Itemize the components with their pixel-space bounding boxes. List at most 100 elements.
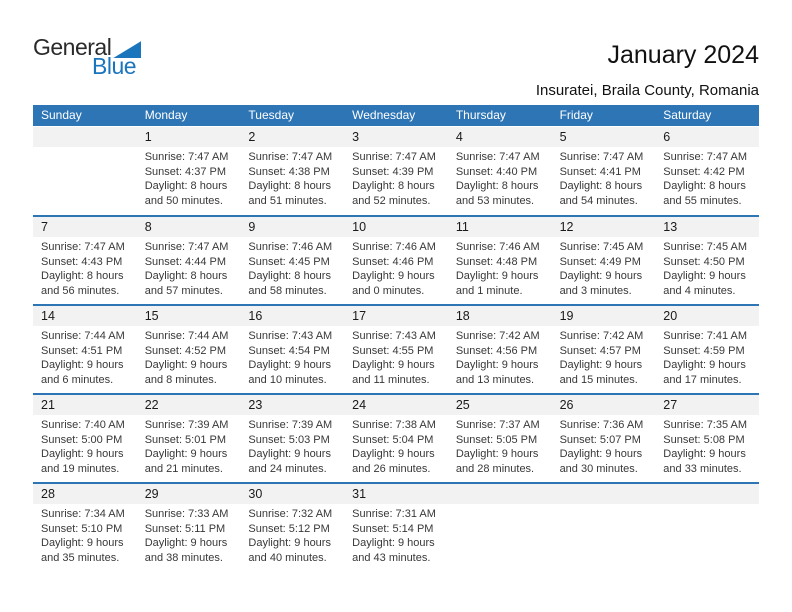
daylight-text: Daylight: 9 hours and 3 minutes. [559,270,643,297]
sunset-text: Sunset: 4:54 PM [248,344,330,357]
sunset-text: Sunset: 5:12 PM [248,522,330,535]
sunrise-text: Sunrise: 7:41 AM [663,330,748,342]
day-cell: Sunrise: 7:44 AM Sunset: 4:52 PM Daylight:… [137,326,241,387]
day-number: 18 [455,309,470,323]
day-number: 28 [41,487,55,501]
day-number: 6 [663,130,671,144]
sunset-text: Sunset: 4:49 PM [559,255,641,268]
week-details-row: Sunrise: 7:47 AM Sunset: 4:37 PM Daylight:… [33,147,759,208]
weekday-header-cell: Sunday [41,108,82,122]
day-number: 21 [41,398,55,412]
sunset-text: Sunset: 4:42 PM [663,165,745,178]
daylight-text: Daylight: 9 hours and 21 minutes. [144,448,228,475]
day-cell: Sunrise: 7:41 AM Sunset: 4:59 PM Daylight:… [655,326,759,387]
sunset-text: Sunset: 4:43 PM [41,255,123,268]
day-cell: Sunrise: 7:46 AM Sunset: 4:48 PM Daylight:… [448,237,552,298]
sunset-text: Sunset: 4:39 PM [352,165,434,178]
daylight-text: Daylight: 8 hours and 57 minutes. [144,270,228,297]
sunset-text: Sunset: 4:41 PM [559,165,641,178]
logo-blue-text: Blue [92,53,137,79]
day-cell: Sunrise: 7:42 AM Sunset: 4:57 PM Daylight:… [552,326,656,387]
day-number [448,484,552,504]
sunrise-text: Sunrise: 7:45 AM [559,241,644,253]
week-details-row: Sunrise: 7:44 AM Sunset: 4:51 PM Daylight:… [33,326,759,387]
daylight-text: Daylight: 9 hours and 13 minutes. [455,359,539,386]
day-number-band: 1 2 3 4 5 6 [33,127,759,147]
day-number: 23 [248,398,263,412]
sunset-text: Sunset: 4:50 PM [663,255,745,268]
day-cell: Sunrise: 7:43 AM Sunset: 4:55 PM Daylight:… [344,326,448,387]
day-number: 13 [663,220,678,234]
sunrise-text: Sunrise: 7:47 AM [144,241,229,253]
sunset-text: Sunset: 4:56 PM [455,344,538,357]
daylight-text: Daylight: 8 hours and 55 minutes. [663,180,746,207]
daylight-text: Daylight: 8 hours and 58 minutes. [248,270,331,297]
day-cell: Sunrise: 7:46 AM Sunset: 4:45 PM Daylight:… [240,237,344,298]
sunset-text: Sunset: 5:07 PM [559,433,641,446]
sunrise-text: Sunrise: 7:42 AM [559,330,644,342]
daylight-text: Daylight: 9 hours and 33 minutes. [663,448,746,475]
day-number: 20 [663,309,678,323]
day-number: 10 [352,220,367,234]
daylight-text: Daylight: 9 hours and 10 minutes. [248,359,331,386]
day-number: 22 [144,398,159,412]
day-cell: Sunrise: 7:40 AM Sunset: 5:00 PM Daylight:… [33,415,137,476]
logo: General Blue [33,36,142,79]
day-cell: Sunrise: 7:34 AM Sunset: 5:10 PM Daylight:… [33,504,137,565]
day-number: 3 [352,130,360,144]
sunset-text: Sunset: 5:01 PM [144,433,227,446]
sunset-text: Sunset: 4:44 PM [144,255,227,268]
sunrise-text: Sunrise: 7:44 AM [41,330,125,342]
sunrise-text: Sunrise: 7:39 AM [248,419,333,431]
day-number: 9 [248,220,256,234]
daylight-text: Daylight: 9 hours and 35 minutes. [41,537,124,564]
sunset-text: Sunset: 4:51 PM [41,344,123,357]
day-cell: Sunrise: 7:33 AM Sunset: 5:11 PM Daylight:… [137,504,241,565]
daylight-text: Daylight: 9 hours and 17 minutes. [663,359,746,386]
sunset-text: Sunset: 4:37 PM [144,165,227,178]
day-number-band: 28 29 30 31 [33,484,759,504]
sunrise-text: Sunrise: 7:47 AM [352,151,436,163]
sunset-text: Sunset: 5:00 PM [41,433,123,446]
day-number: 1 [144,130,152,144]
sunset-text: Sunset: 5:05 PM [455,433,538,446]
week-row: 7 8 9 10 11 12 13 Sunrise: 7:47 AM Sunset: 4:43 … [33,215,759,304]
daylight-text: Daylight: 9 hours and 40 minutes. [248,537,331,564]
sunrise-text: Sunrise: 7:43 AM [248,330,333,342]
sunrise-text: Sunrise: 7:40 AM [41,419,125,431]
sunrise-text: Sunrise: 7:44 AM [144,330,229,342]
sunset-text: Sunset: 4:57 PM [559,344,641,357]
daylight-text: Daylight: 9 hours and 38 minutes. [144,537,228,564]
day-number: 5 [559,130,567,144]
title-block: January 2024 Insuratei, Braila County, R… [535,41,759,99]
calendar-table: Sunday Monday Tuesday Wednesday Thursday Frid… [33,105,759,571]
day-cell [448,504,552,565]
daylight-text: Daylight: 9 hours and 11 minutes. [352,359,435,386]
sunset-text: Sunset: 5:08 PM [663,433,745,446]
sunrise-text: Sunrise: 7:46 AM [248,241,333,253]
sunrise-text: Sunrise: 7:43 AM [352,330,436,342]
day-number [655,484,759,504]
sunset-text: Sunset: 4:46 PM [352,255,434,268]
weekday-header-cell: Monday [144,108,188,122]
sunset-text: Sunset: 4:59 PM [663,344,745,357]
sunset-text: Sunset: 4:45 PM [248,255,330,268]
week-row: 21 22 23 24 25 26 27 Sunrise: 7:40 AM Sunset: 5:… [33,393,759,482]
sunrise-text: Sunrise: 7:45 AM [663,241,748,253]
day-number: 4 [455,130,463,144]
sunrise-text: Sunrise: 7:46 AM [455,241,540,253]
day-cell: Sunrise: 7:45 AM Sunset: 4:50 PM Daylight:… [655,237,759,298]
daylight-text: Daylight: 8 hours and 51 minutes. [248,180,331,207]
daylight-text: Daylight: 9 hours and 4 minutes. [663,270,746,297]
sunset-text: Sunset: 5:03 PM [248,433,330,446]
daylight-text: Daylight: 9 hours and 26 minutes. [352,448,435,475]
day-cell: Sunrise: 7:47 AM Sunset: 4:42 PM Daylight:… [655,147,759,208]
day-cell: Sunrise: 7:45 AM Sunset: 4:49 PM Daylight:… [552,237,656,298]
weekday-header-cell: Wednesday [352,108,416,122]
sunset-text: Sunset: 5:04 PM [352,433,434,446]
day-number: 14 [41,309,55,323]
calendar-grid: 1 2 3 4 5 6 Sunrise: 7:47 AM Sunset: 4:37 PM Day… [33,127,759,571]
location-subtitle: Insuratei, Braila County, Romania [535,81,759,99]
day-number: 31 [352,487,367,501]
day-cell: Sunrise: 7:47 AM Sunset: 4:38 PM Daylight:… [240,147,344,208]
